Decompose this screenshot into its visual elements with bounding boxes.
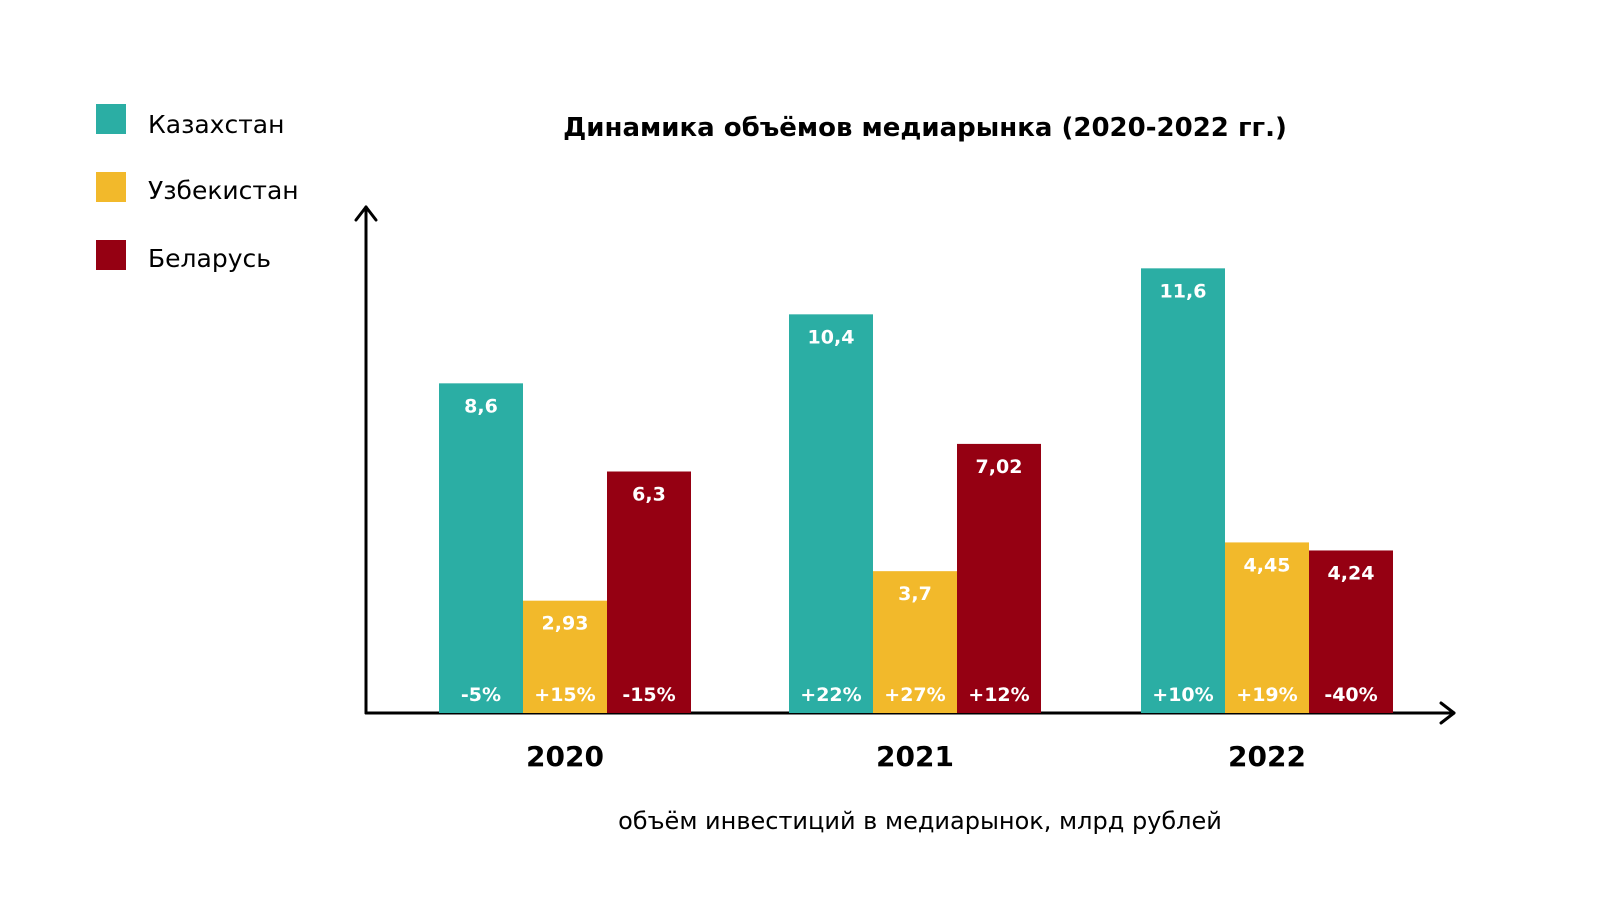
change-label-kazakhstan-2022: +10% bbox=[1152, 684, 1213, 706]
bar-uzbekistan-2021 bbox=[873, 571, 957, 713]
x-axis-label: объём инвестиций в медиарынок, млрд рубл… bbox=[618, 807, 1222, 835]
x-axis-arrow bbox=[1439, 701, 1456, 725]
chart-title: Динамика объёмов медиарынка (2020-2022 г… bbox=[563, 113, 1287, 143]
change-label-uzbekistan-2022: +19% bbox=[1236, 684, 1297, 706]
x-tick-label-2022: 2022 bbox=[1228, 740, 1306, 773]
bar-kazakhstan-2021 bbox=[789, 314, 873, 713]
change-label-kazakhstan-2021: +22% bbox=[800, 684, 861, 706]
change-label-belarus-2022: -40% bbox=[1324, 684, 1377, 706]
value-label-belarus-2021: 7,02 bbox=[976, 456, 1023, 478]
bar-belarus-2020 bbox=[607, 471, 691, 713]
bar-belarus-2022 bbox=[1309, 550, 1393, 713]
legend: Казахстан Узбекистан Беларусь bbox=[96, 104, 299, 273]
legend-label-uzbekistan: Узбекистан bbox=[148, 176, 299, 205]
legend-swatch-belarus bbox=[96, 240, 126, 270]
value-label-belarus-2022: 4,24 bbox=[1328, 562, 1375, 584]
value-label-kazakhstan-2021: 10,4 bbox=[808, 326, 855, 348]
value-label-kazakhstan-2020: 8,6 bbox=[464, 395, 498, 417]
value-label-kazakhstan-2022: 11,6 bbox=[1160, 280, 1207, 302]
value-label-uzbekistan-2021: 3,7 bbox=[898, 583, 932, 605]
change-label-belarus-2020: -15% bbox=[622, 684, 675, 706]
x-tick-label-2020: 2020 bbox=[526, 740, 604, 773]
change-label-uzbekistan-2020: +15% bbox=[534, 684, 595, 706]
bar-kazakhstan-2022 bbox=[1141, 268, 1225, 713]
change-label-uzbekistan-2021: +27% bbox=[884, 684, 945, 706]
legend-swatch-uzbekistan bbox=[96, 172, 126, 202]
legend-label-belarus: Беларусь bbox=[148, 244, 271, 273]
category-labels: 2020 2021 2022 bbox=[526, 740, 1306, 773]
x-tick-label-2021: 2021 bbox=[876, 740, 954, 773]
bars: 8,6 -5% 2,93 +15% 6,3 -15% 10,4 +22% 3,7 +27% 7,02… bbox=[439, 268, 1393, 713]
value-label-uzbekistan-2022: 4,45 bbox=[1244, 554, 1291, 576]
change-label-belarus-2021: +12% bbox=[968, 684, 1029, 706]
value-label-belarus-2020: 6,3 bbox=[632, 484, 666, 506]
legend-swatch-kazakhstan bbox=[96, 104, 126, 134]
bar-uzbekistan-2020 bbox=[523, 600, 607, 713]
legend-label-kazakhstan: Казахстан bbox=[148, 110, 284, 139]
bar-uzbekistan-2022 bbox=[1225, 542, 1309, 713]
y-axis-arrow bbox=[354, 205, 378, 222]
bar-kazakhstan-2020 bbox=[439, 383, 523, 713]
value-label-uzbekistan-2020: 2,93 bbox=[542, 613, 589, 635]
change-label-kazakhstan-2020: -5% bbox=[461, 684, 501, 706]
bar-belarus-2021 bbox=[957, 443, 1041, 713]
